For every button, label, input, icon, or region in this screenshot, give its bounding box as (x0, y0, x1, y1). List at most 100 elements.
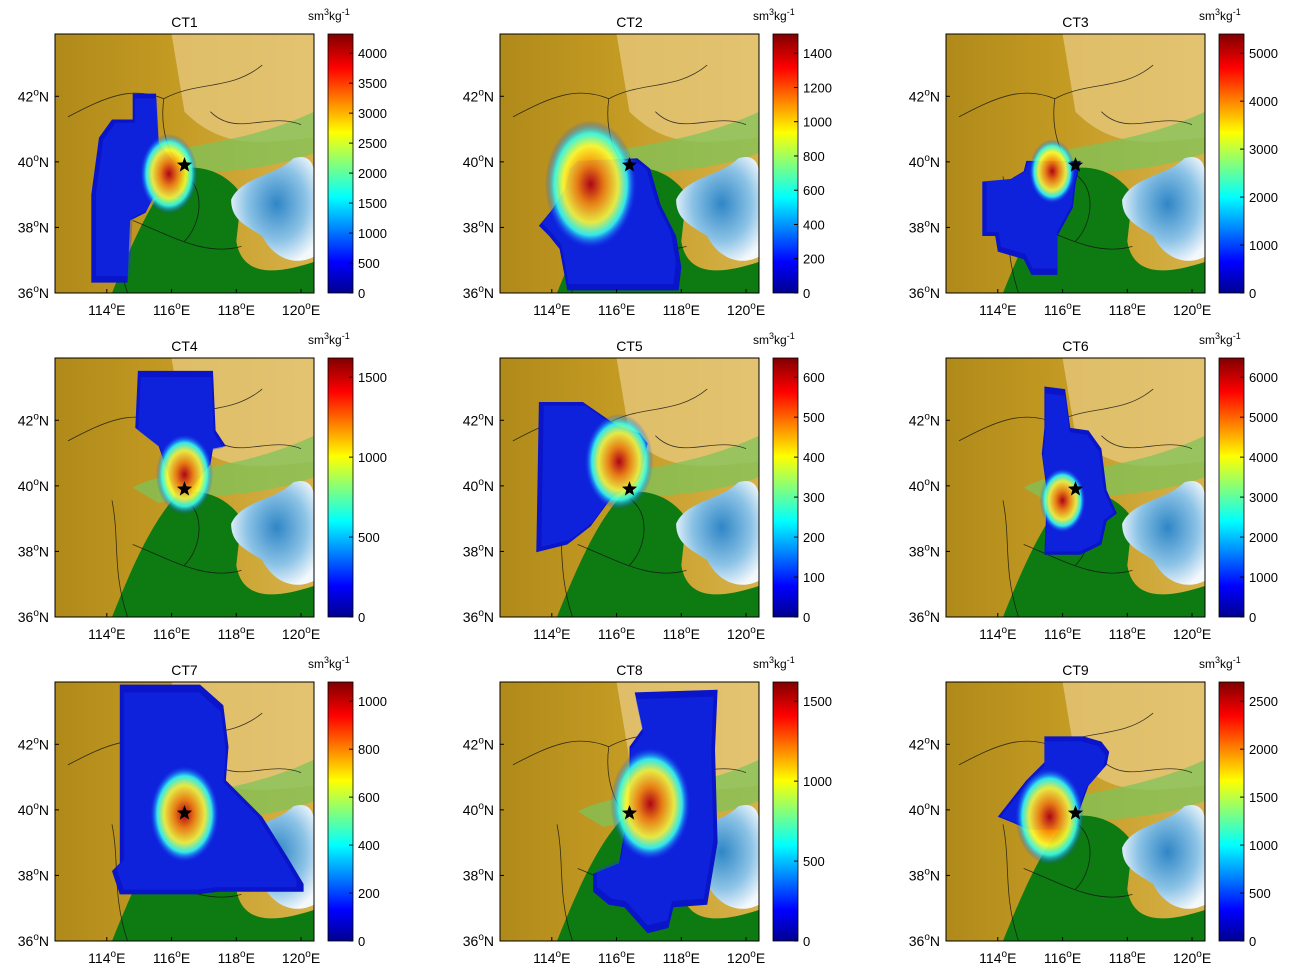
x-tick-label: 116oE (598, 949, 635, 966)
y-tick-label: 38oN (18, 866, 49, 883)
colorbar-tick-label: 800 (803, 149, 825, 164)
x-tick-label: 114oE (979, 625, 1016, 642)
x-tick-label: 116oE (1044, 301, 1081, 318)
colorbar-tick-label: 1200 (803, 80, 832, 95)
colorbar-tick-label: 400 (803, 217, 825, 232)
bohai-sea (231, 480, 314, 585)
x-tick-label: 116oE (598, 301, 635, 318)
colorbar-tick-label: 0 (803, 934, 810, 949)
colorbar-tick-label: 5000 (1249, 46, 1278, 61)
y-tick-label: 38oN (463, 218, 494, 235)
x-tick-label: 120oE (727, 301, 765, 318)
y-tick-label: 40oN (18, 153, 49, 170)
colorbar-tick-label: 4000 (1249, 450, 1278, 465)
y-tick-label: 42oN (18, 411, 49, 428)
colorbar (1218, 33, 1245, 294)
y-tick-label: 38oN (18, 542, 49, 559)
site-star-icon (176, 805, 193, 820)
map-area (946, 682, 1205, 941)
x-tick-label: 116oE (153, 625, 190, 642)
map-area (55, 34, 314, 293)
x-tick-label: 118oE (218, 949, 255, 966)
panel-title: CT2 (616, 14, 643, 30)
colorbar-tick-label: 2500 (1249, 694, 1278, 709)
colorbar (772, 33, 799, 294)
colorbar-tick-label: 1500 (358, 370, 387, 385)
colorbar-units: sm3kg-1 (753, 331, 795, 347)
map-panel-ct1: CT1 114oE 116oE 118oE 120oE 42oN 40oN 38oN 36oN 0… (18, 7, 387, 318)
map-frame (945, 33, 1206, 294)
colorbar-tick-label: 4000 (358, 46, 387, 61)
map-frame (54, 357, 315, 618)
colorbar-tick-label: 100 (803, 570, 825, 585)
x-tick-label: 120oE (727, 625, 765, 642)
site-star-icon (176, 481, 193, 496)
colorbar-tick-label: 4000 (1249, 94, 1278, 109)
y-tick-label: 36oN (463, 284, 494, 301)
y-tick-label: 36oN (463, 608, 494, 625)
colorbar-tick-label: 1500 (1249, 790, 1278, 805)
y-tick-label: 36oN (909, 284, 940, 301)
y-tick-label: 38oN (909, 866, 940, 883)
colorbar-tick-label: 0 (1249, 610, 1256, 625)
colorbar-tick-label: 0 (1249, 286, 1256, 301)
map-area (500, 358, 759, 617)
map-frame (54, 33, 315, 294)
colorbar-tick-label: 1000 (358, 226, 387, 241)
colorbar-tick-label: 500 (358, 256, 380, 271)
colorbar-tick-label: 0 (1249, 934, 1256, 949)
map-area (55, 682, 314, 941)
y-tick-label: 42oN (463, 735, 494, 752)
colorbar-tick-label: 0 (358, 934, 365, 949)
colorbar (327, 33, 354, 294)
lowland-plain (556, 491, 759, 617)
colorbar-tick-label: 1000 (358, 450, 387, 465)
highland-area (616, 358, 759, 466)
panel-title: CT3 (1062, 14, 1089, 30)
colorbar-tick-label: 600 (803, 370, 825, 385)
y-tick-label: 36oN (18, 284, 49, 301)
y-tick-label: 40oN (909, 801, 940, 818)
colorbar-tick-label: 1000 (803, 115, 832, 130)
x-tick-label: 114oE (979, 949, 1016, 966)
x-tick-label: 114oE (979, 301, 1016, 318)
map-panel-ct4: CT4 114oE 116oE 118oE 120oE 42oN 40oN 38oN 36oN 0… (18, 331, 387, 642)
colorbar-tick-label: 500 (358, 530, 380, 545)
y-tick-label: 42oN (18, 735, 49, 752)
x-tick-label: 120oE (1173, 625, 1211, 642)
footprint-inner (95, 98, 184, 277)
colorbar-tick-label: 200 (803, 530, 825, 545)
colorbar-tick-label: 1000 (358, 694, 387, 709)
colorbar-tick-label: 3000 (1249, 490, 1278, 505)
colorbar-tick-label: 0 (358, 610, 365, 625)
bohai-sea (1122, 804, 1205, 909)
highland-area (1062, 34, 1205, 142)
y-tick-label: 40oN (18, 801, 49, 818)
colorbar-tick-label: 2000 (1249, 530, 1278, 545)
map-area (500, 682, 759, 941)
colorbar-units: sm3kg-1 (1199, 331, 1241, 347)
colorbar-units: sm3kg-1 (753, 7, 795, 23)
bohai-sea (1122, 480, 1205, 585)
footprint-hotspot (1029, 139, 1075, 204)
colorbar-tick-label: 2500 (358, 136, 387, 151)
site-star-icon (621, 805, 638, 820)
colorbar-tick-label: 1000 (1249, 570, 1278, 585)
site-star-icon (621, 481, 638, 496)
highland-area (616, 34, 759, 142)
footprint-hotspot (1015, 768, 1084, 865)
map-frame (945, 681, 1206, 942)
bohai-sea (1122, 156, 1205, 261)
y-tick-label: 42oN (463, 87, 494, 104)
colorbar-tick-label: 0 (803, 286, 810, 301)
colorbar-tick-label: 1000 (1249, 838, 1278, 853)
panel-title: CT8 (616, 662, 643, 678)
map-frame (499, 33, 760, 294)
y-tick-label: 40oN (18, 477, 49, 494)
y-tick-label: 38oN (909, 218, 940, 235)
colorbar-tick-label: 0 (358, 286, 365, 301)
map-frame (54, 681, 315, 942)
colorbar-tick-label: 200 (803, 252, 825, 267)
colorbar-tick-label: 400 (803, 450, 825, 465)
colorbar-tick-label: 3000 (358, 106, 387, 121)
